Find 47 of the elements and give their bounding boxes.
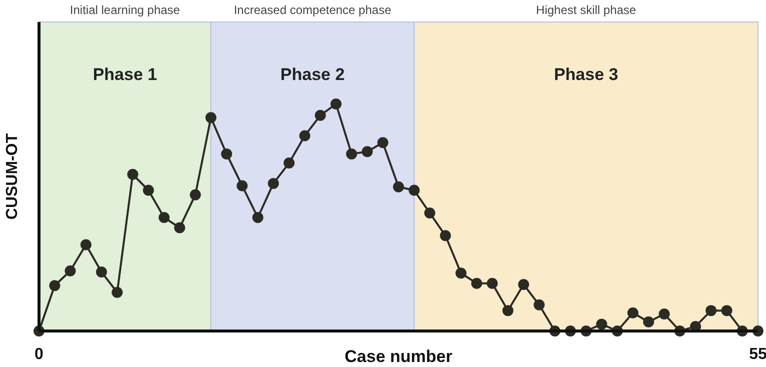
point [534,299,545,310]
x-axis-title: Case number [344,347,453,366]
point [518,278,530,290]
x-tick-label: 0 [34,346,44,363]
point [221,148,232,160]
point [96,266,107,278]
point [299,130,310,142]
y-axis-title: CUSUM-OT [4,133,21,220]
point [596,318,608,330]
point [424,207,436,218]
point [362,146,373,158]
text: Increased competence phase [234,3,392,17]
point [346,148,358,160]
point [486,278,498,289]
point [236,180,248,192]
point [112,286,123,298]
point [471,278,482,289]
point [174,222,186,234]
point [502,305,514,316]
point [393,181,404,192]
point [252,212,264,223]
point [64,265,76,276]
point [158,212,170,223]
band-label: Phase 2 [280,65,345,84]
point [440,230,451,242]
point [627,307,638,318]
point [190,189,201,200]
point [284,158,295,169]
point [706,305,717,316]
band-label: Phase 1 [92,65,158,84]
point [49,280,60,292]
point [205,112,216,124]
point [268,178,279,189]
band-label: Phase 3 [554,65,618,84]
point [80,239,92,250]
point [377,137,388,148]
point [455,268,466,279]
point [314,110,326,121]
point [658,308,670,320]
text: Highest skill phase [536,3,636,17]
point [330,98,342,110]
point [643,316,654,328]
point [721,305,732,316]
text: Initial learning phase [70,3,180,17]
point [142,184,154,196]
point [127,168,138,180]
point [408,184,420,196]
